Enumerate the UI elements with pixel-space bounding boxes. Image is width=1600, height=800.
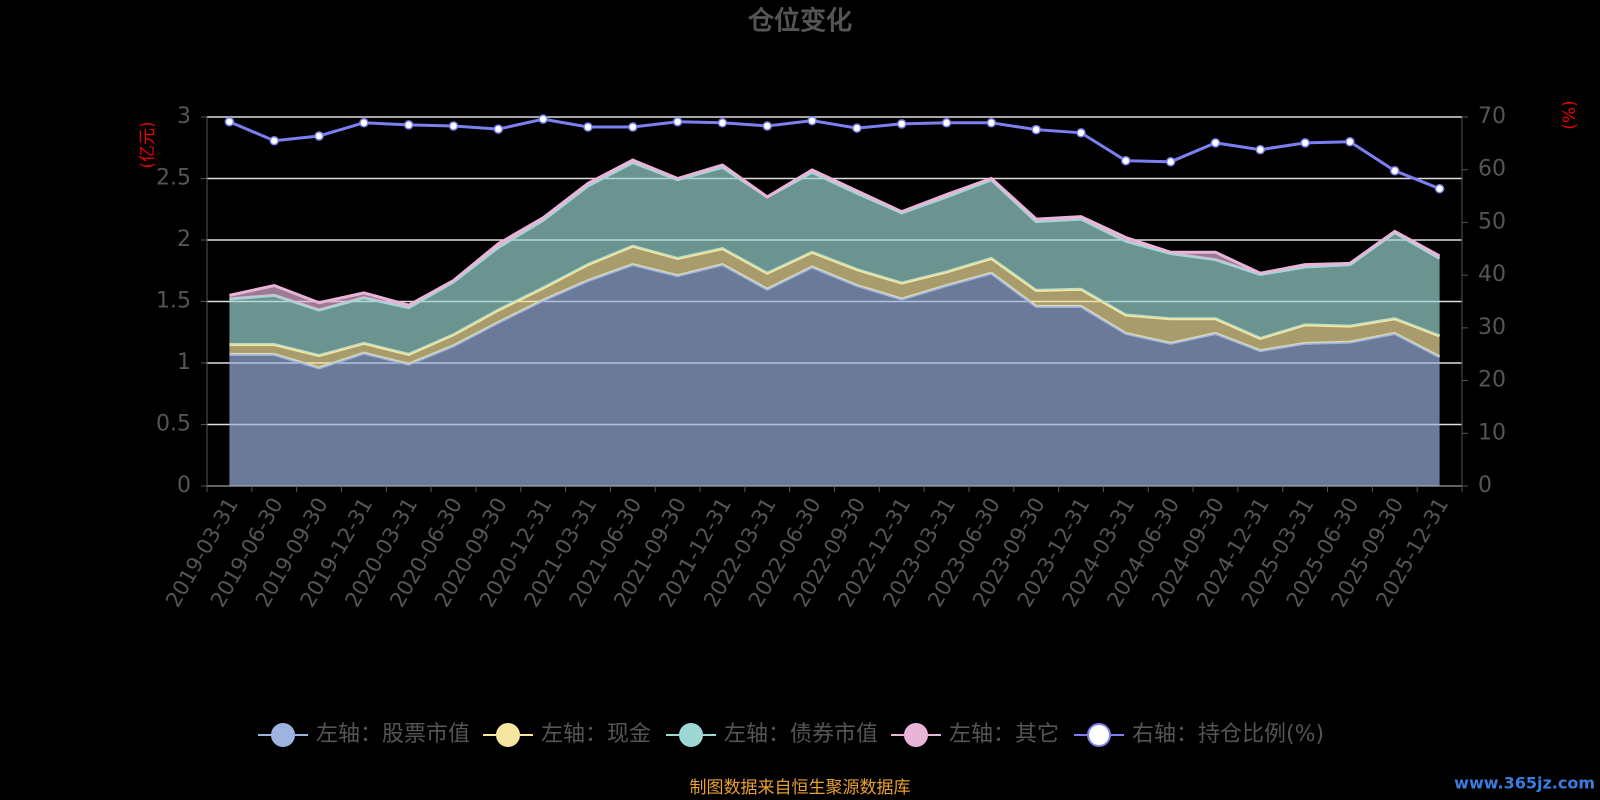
legend-label: 右轴：持仓比例(%): [1132, 722, 1324, 747]
ratio-point: [1390, 166, 1400, 176]
ratio-point: [852, 123, 862, 133]
ratio-point: [538, 114, 548, 124]
y2-tick-label: 50: [1478, 209, 1506, 234]
y-axis-label: (亿元): [138, 121, 158, 168]
ratio-point: [1121, 156, 1131, 166]
ratio-point: [1165, 157, 1176, 167]
legend-label: 左轴：现金: [541, 722, 651, 747]
ratio-point: [1076, 128, 1086, 138]
legend-marker: [1087, 723, 1111, 747]
legend-label: 左轴：其它: [949, 722, 1059, 747]
stack-line: [229, 158, 1441, 307]
legend-marker: [904, 723, 928, 747]
y-tick-label: 2.5: [156, 166, 191, 191]
stack-area: [229, 264, 1440, 486]
legend-marker: [271, 723, 295, 747]
y-tick-label: 1.5: [156, 289, 191, 314]
ratio-point: [896, 119, 907, 129]
ratio-point: [986, 118, 997, 128]
ratio-point: [1434, 183, 1445, 194]
y2-tick-label: 40: [1478, 262, 1506, 287]
stack-area: [229, 246, 1440, 368]
stack-area: [229, 162, 1440, 356]
y2-tick-label: 0: [1478, 473, 1492, 498]
ratio-point: [583, 122, 593, 132]
y2-tick-label: 60: [1478, 157, 1506, 182]
y2-tick-label: 70: [1478, 104, 1506, 129]
ratio-point: [224, 116, 235, 127]
ratio-point: [448, 121, 459, 131]
ratio-point: [1345, 137, 1355, 147]
ratio-point: [628, 122, 638, 132]
ratio-point: [359, 118, 369, 128]
y-tick-label: 0: [177, 473, 191, 498]
chart-title: 仓位变化: [747, 6, 852, 37]
ratio-point: [1210, 138, 1221, 148]
y2-axis-label: (%): [1560, 100, 1580, 129]
y-tick-label: 2: [177, 227, 191, 252]
watermark: www.365jz.com: [1454, 774, 1595, 793]
ratio-point: [1300, 138, 1310, 148]
ratio-point: [1031, 124, 1041, 135]
y-tick-label: 1: [177, 350, 191, 375]
ratio-point: [403, 120, 414, 130]
y2-tick-label: 10: [1478, 420, 1506, 445]
ratio-point: [493, 124, 504, 134]
y-tick-label: 3: [177, 104, 191, 129]
legend-label: 左轴：股票市值: [316, 722, 470, 747]
y2-tick-label: 20: [1478, 368, 1506, 393]
ratio-point: [762, 121, 773, 131]
ratio-point: [717, 118, 728, 128]
ratio-point: [672, 116, 683, 127]
ratio-point: [1255, 144, 1266, 155]
y-tick-label: 0.5: [156, 412, 191, 437]
y2-tick-label: 30: [1478, 315, 1506, 340]
legend-marker: [496, 723, 520, 747]
ratio-point: [269, 135, 279, 146]
ratio-point: [314, 131, 324, 141]
legend-label: 左轴：债券市值: [724, 722, 878, 747]
source-note: 制图数据来自恒生聚源数据库: [690, 778, 911, 798]
legend-marker: [679, 723, 703, 747]
ratio-point: [941, 118, 952, 128]
ratio-point: [807, 115, 817, 126]
ratio-line: [228, 117, 1441, 191]
